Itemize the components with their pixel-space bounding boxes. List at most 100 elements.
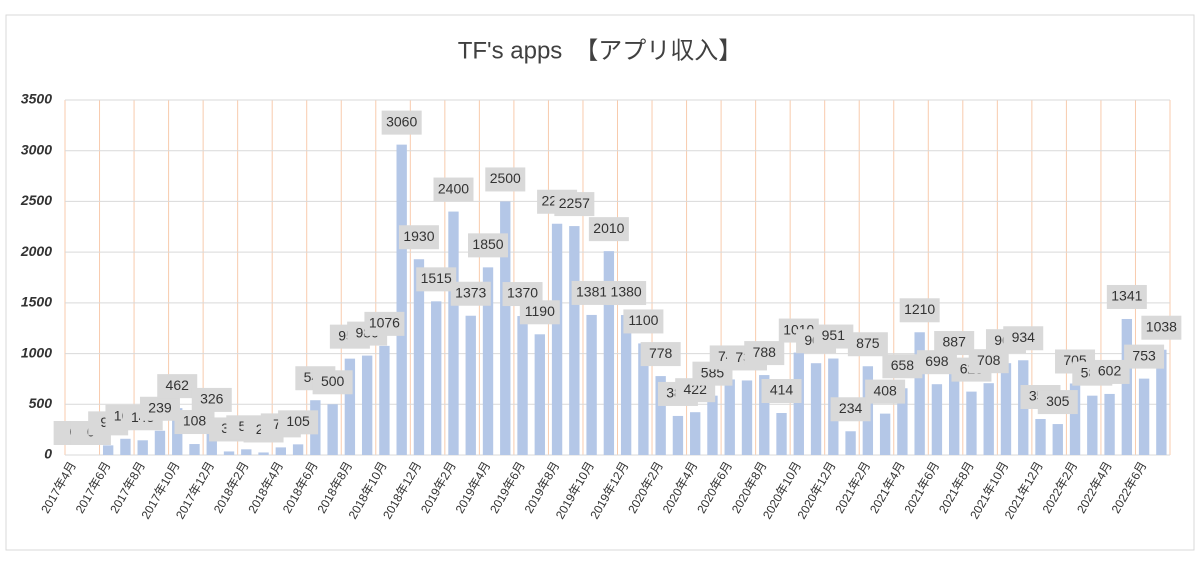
y-tick-label: 3000 <box>21 141 52 157</box>
bar <box>638 343 649 455</box>
data-label: 753 <box>1132 347 1156 363</box>
bar <box>914 332 925 455</box>
data-label-box <box>312 370 353 395</box>
bar <box>724 379 735 455</box>
data-label: 500 <box>321 373 345 389</box>
bar <box>275 447 286 455</box>
data-label-box <box>174 410 215 435</box>
data-label-box <box>1003 326 1044 351</box>
data-label-box <box>450 281 491 306</box>
data-label: 1038 <box>1146 318 1177 334</box>
bar <box>448 211 459 455</box>
data-label-box <box>606 281 647 306</box>
bar <box>1087 395 1098 455</box>
data-label: 1381 <box>576 284 607 300</box>
data-label: 462 <box>166 377 190 393</box>
data-label: 1076 <box>369 315 400 331</box>
bar <box>741 380 753 455</box>
data-label-box <box>934 331 975 356</box>
bar <box>292 444 304 455</box>
data-label-box <box>744 341 785 366</box>
data-label: 708 <box>977 352 1001 368</box>
data-label-box <box>416 267 457 292</box>
bar <box>344 358 356 455</box>
data-label: 305 <box>1046 393 1070 409</box>
bar <box>707 395 718 455</box>
bar <box>1052 424 1063 455</box>
bar <box>569 226 580 455</box>
data-label: 105 <box>286 413 310 429</box>
y-tick-label: 3500 <box>21 91 52 107</box>
bar <box>879 413 891 455</box>
data-label: 1370 <box>507 285 538 301</box>
bar <box>431 301 442 455</box>
data-label: 108 <box>183 413 207 429</box>
data-label-box <box>882 354 923 379</box>
data-label-box <box>278 410 319 435</box>
bar <box>655 376 666 455</box>
y-tick-label: 500 <box>29 395 53 411</box>
y-tick-label: 2000 <box>20 243 52 259</box>
data-label-box <box>813 324 854 349</box>
bar <box>983 383 994 455</box>
data-label: 239 <box>148 399 172 415</box>
bar <box>396 144 407 455</box>
y-tick-label: 1500 <box>21 294 52 310</box>
data-label: 602 <box>1098 363 1122 379</box>
data-label-box <box>1089 359 1130 384</box>
data-label-box <box>468 233 509 258</box>
bar <box>897 388 908 455</box>
bar <box>465 315 476 455</box>
data-label: 934 <box>1012 329 1036 345</box>
data-label: 2500 <box>490 170 521 186</box>
data-label-box <box>761 379 802 404</box>
bar <box>1069 383 1081 455</box>
data-label: 658 <box>891 357 915 373</box>
bar <box>120 438 131 455</box>
data-label: 1341 <box>1111 288 1142 304</box>
bar <box>759 375 770 455</box>
bar <box>154 430 166 455</box>
bar <box>776 413 787 455</box>
data-label-box <box>847 332 888 357</box>
data-label-box <box>381 110 422 135</box>
bar <box>482 267 494 455</box>
bar <box>672 415 684 455</box>
bar <box>1156 349 1167 455</box>
bar <box>931 384 943 455</box>
bar <box>1121 318 1133 455</box>
data-label-box <box>191 387 232 412</box>
data-label: 875 <box>856 335 880 351</box>
bar <box>603 251 615 455</box>
data-label: 408 <box>873 382 897 398</box>
data-label-box <box>364 311 405 336</box>
data-label: 234 <box>839 400 863 416</box>
data-label: 1850 <box>472 236 503 252</box>
data-label-box <box>398 225 439 250</box>
bar <box>551 223 563 455</box>
bar <box>1000 363 1012 455</box>
data-label-box <box>588 217 629 242</box>
bar <box>517 316 528 455</box>
bar <box>810 363 822 455</box>
data-label-box <box>830 397 871 422</box>
data-label: 2257 <box>559 195 590 211</box>
bar <box>413 259 425 455</box>
data-label-box <box>1141 315 1182 340</box>
data-label-box <box>554 192 595 217</box>
data-label: 1380 <box>611 284 642 300</box>
y-tick-label: 0 <box>44 446 52 462</box>
data-label: 1515 <box>421 270 452 286</box>
chart-title: TF's apps 【アプリ収入】 <box>458 37 743 64</box>
data-label-box <box>485 167 526 192</box>
bar <box>690 412 701 455</box>
data-label: 788 <box>753 344 777 360</box>
bar <box>223 451 235 455</box>
data-label: 778 <box>649 345 673 361</box>
data-label-box <box>865 379 906 404</box>
data-label-box <box>433 177 474 202</box>
bar <box>793 352 804 455</box>
bar <box>1035 418 1046 455</box>
bar <box>379 345 390 455</box>
